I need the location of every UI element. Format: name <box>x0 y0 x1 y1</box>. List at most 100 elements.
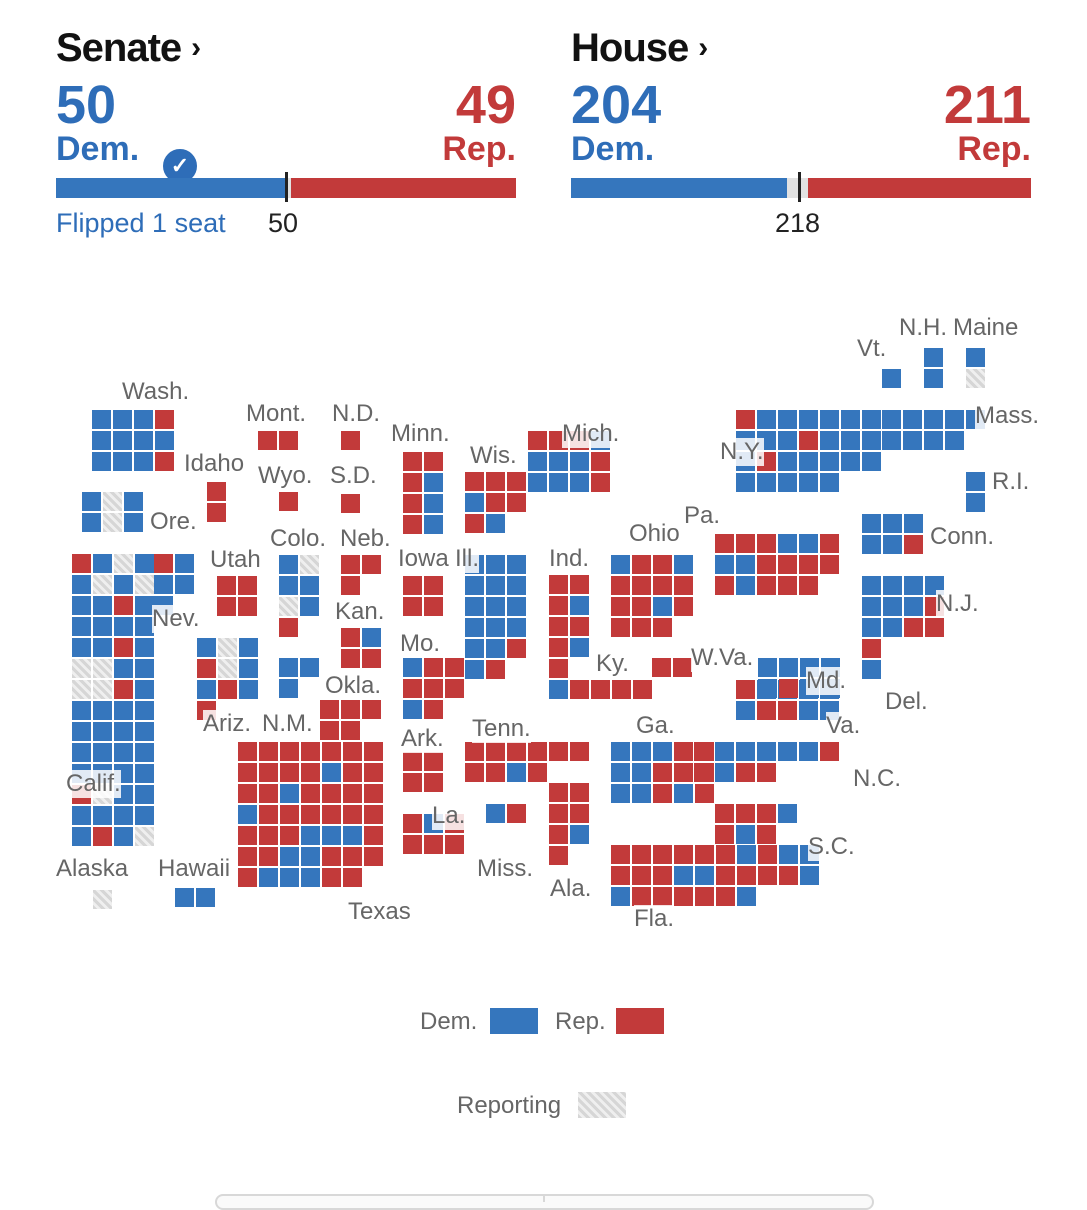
district-tile-ohio[interactable] <box>611 618 630 637</box>
district-tile-neb[interactable] <box>341 555 360 574</box>
district-tile-conn[interactable] <box>883 535 902 554</box>
district-tile-calif[interactable] <box>93 722 112 741</box>
district-tile-md[interactable] <box>758 679 777 698</box>
district-tile-mo[interactable] <box>403 679 422 698</box>
district-tile-maine[interactable] <box>966 369 985 388</box>
district-tile-texas[interactable] <box>280 826 299 845</box>
district-tile-miss[interactable] <box>507 804 526 823</box>
district-tile-va[interactable] <box>799 680 818 699</box>
district-tile-wash[interactable] <box>92 452 111 471</box>
district-tile-n-j[interactable] <box>925 597 944 616</box>
district-tile-ind[interactable] <box>549 617 568 636</box>
district-tile-n-y[interactable] <box>736 452 755 471</box>
district-tile-mass[interactable] <box>924 410 943 429</box>
district-tile-n-y[interactable] <box>757 431 776 450</box>
district-tile-va[interactable] <box>736 680 755 699</box>
district-tile-n-y[interactable] <box>778 452 797 471</box>
district-tile-wash[interactable] <box>155 431 174 450</box>
district-tile-texas[interactable] <box>364 763 383 782</box>
district-tile-s-c[interactable] <box>715 825 734 844</box>
district-tile-calif[interactable] <box>114 617 133 636</box>
district-tile-calif[interactable] <box>72 554 91 573</box>
district-tile-texas[interactable] <box>238 868 257 887</box>
district-tile-texas[interactable] <box>238 847 257 866</box>
district-tile-mass[interactable] <box>945 410 964 429</box>
district-tile-calif[interactable] <box>114 680 133 699</box>
district-tile-fla[interactable] <box>653 887 672 906</box>
district-tile-calif[interactable] <box>93 596 112 615</box>
district-tile-wash[interactable] <box>113 452 132 471</box>
district-tile-r-i[interactable] <box>966 493 985 512</box>
district-tile-ohio[interactable] <box>674 576 693 595</box>
district-tile-ore[interactable] <box>124 513 143 532</box>
district-tile-mo[interactable] <box>445 679 464 698</box>
district-tile-neb[interactable] <box>362 555 381 574</box>
district-tile-okla[interactable] <box>341 700 360 719</box>
district-tile-ga[interactable] <box>653 784 672 803</box>
district-tile-ill[interactable] <box>486 618 505 637</box>
district-tile-ore[interactable] <box>124 492 143 511</box>
district-tile-minn[interactable] <box>403 494 422 513</box>
district-tile-mass[interactable] <box>903 431 922 450</box>
district-tile-mont[interactable] <box>258 431 277 450</box>
district-tile-n-y[interactable] <box>736 473 755 492</box>
district-tile-pa[interactable] <box>778 555 797 574</box>
district-tile-tenn[interactable] <box>486 742 505 761</box>
district-tile-fla[interactable] <box>779 866 798 885</box>
district-tile-tenn[interactable] <box>507 742 526 761</box>
district-tile-ohio[interactable] <box>611 576 630 595</box>
district-tile-mass[interactable] <box>924 431 943 450</box>
district-tile-n-y[interactable] <box>820 473 839 492</box>
district-tile-s-d[interactable] <box>341 494 360 513</box>
district-tile-mont[interactable] <box>279 431 298 450</box>
district-tile-s-c[interactable] <box>778 804 797 823</box>
district-tile-texas[interactable] <box>301 805 320 824</box>
district-tile-calif[interactable] <box>114 785 133 804</box>
district-tile-ga[interactable] <box>611 763 630 782</box>
district-tile-mich[interactable] <box>549 473 568 492</box>
district-tile-utah[interactable] <box>238 597 257 616</box>
district-tile-texas[interactable] <box>322 784 341 803</box>
district-tile-ariz[interactable] <box>218 638 237 657</box>
district-tile-okla[interactable] <box>341 721 360 740</box>
district-tile-mich[interactable] <box>549 452 568 471</box>
district-tile-nev[interactable] <box>154 554 173 573</box>
district-tile-ill[interactable] <box>486 555 505 574</box>
district-tile-fla[interactable] <box>758 866 777 885</box>
district-tile-ga[interactable] <box>674 742 693 761</box>
district-tile-wash[interactable] <box>113 431 132 450</box>
district-tile-ga[interactable] <box>632 763 651 782</box>
district-tile-texas[interactable] <box>238 784 257 803</box>
district-tile-ark[interactable] <box>403 773 422 792</box>
district-tile-ala[interactable] <box>549 846 568 865</box>
district-tile-nev[interactable] <box>175 554 194 573</box>
district-tile-va[interactable] <box>736 701 755 720</box>
district-tile-calif[interactable] <box>72 638 91 657</box>
district-tile-wyo[interactable] <box>279 492 298 511</box>
district-tile-conn[interactable] <box>904 535 923 554</box>
district-tile-pa[interactable] <box>799 555 818 574</box>
district-tile-ill[interactable] <box>507 576 526 595</box>
district-tile-texas[interactable] <box>364 805 383 824</box>
district-tile-ga[interactable] <box>674 763 693 782</box>
district-tile-calif[interactable] <box>135 617 154 636</box>
district-tile-w-va[interactable] <box>673 658 692 677</box>
district-tile-s-c[interactable] <box>715 804 734 823</box>
district-tile-n-y[interactable] <box>799 431 818 450</box>
district-tile-ore[interactable] <box>103 513 122 532</box>
district-tile-mich[interactable] <box>591 473 610 492</box>
district-tile-pa[interactable] <box>799 576 818 595</box>
district-tile-colo[interactable] <box>279 555 298 574</box>
district-tile-ind[interactable] <box>549 638 568 657</box>
district-tile-wis[interactable] <box>507 493 526 512</box>
district-tile-ind[interactable] <box>549 596 568 615</box>
district-tile-texas[interactable] <box>301 763 320 782</box>
district-tile-mich[interactable] <box>549 431 568 450</box>
district-tile-n-h[interactable] <box>924 369 943 388</box>
district-tile-calif[interactable] <box>93 764 112 783</box>
district-tile-wis[interactable] <box>486 514 505 533</box>
district-tile-texas[interactable] <box>280 847 299 866</box>
district-tile-va[interactable] <box>799 701 818 720</box>
district-tile-calif[interactable] <box>114 701 133 720</box>
district-tile-nev[interactable] <box>154 596 173 615</box>
